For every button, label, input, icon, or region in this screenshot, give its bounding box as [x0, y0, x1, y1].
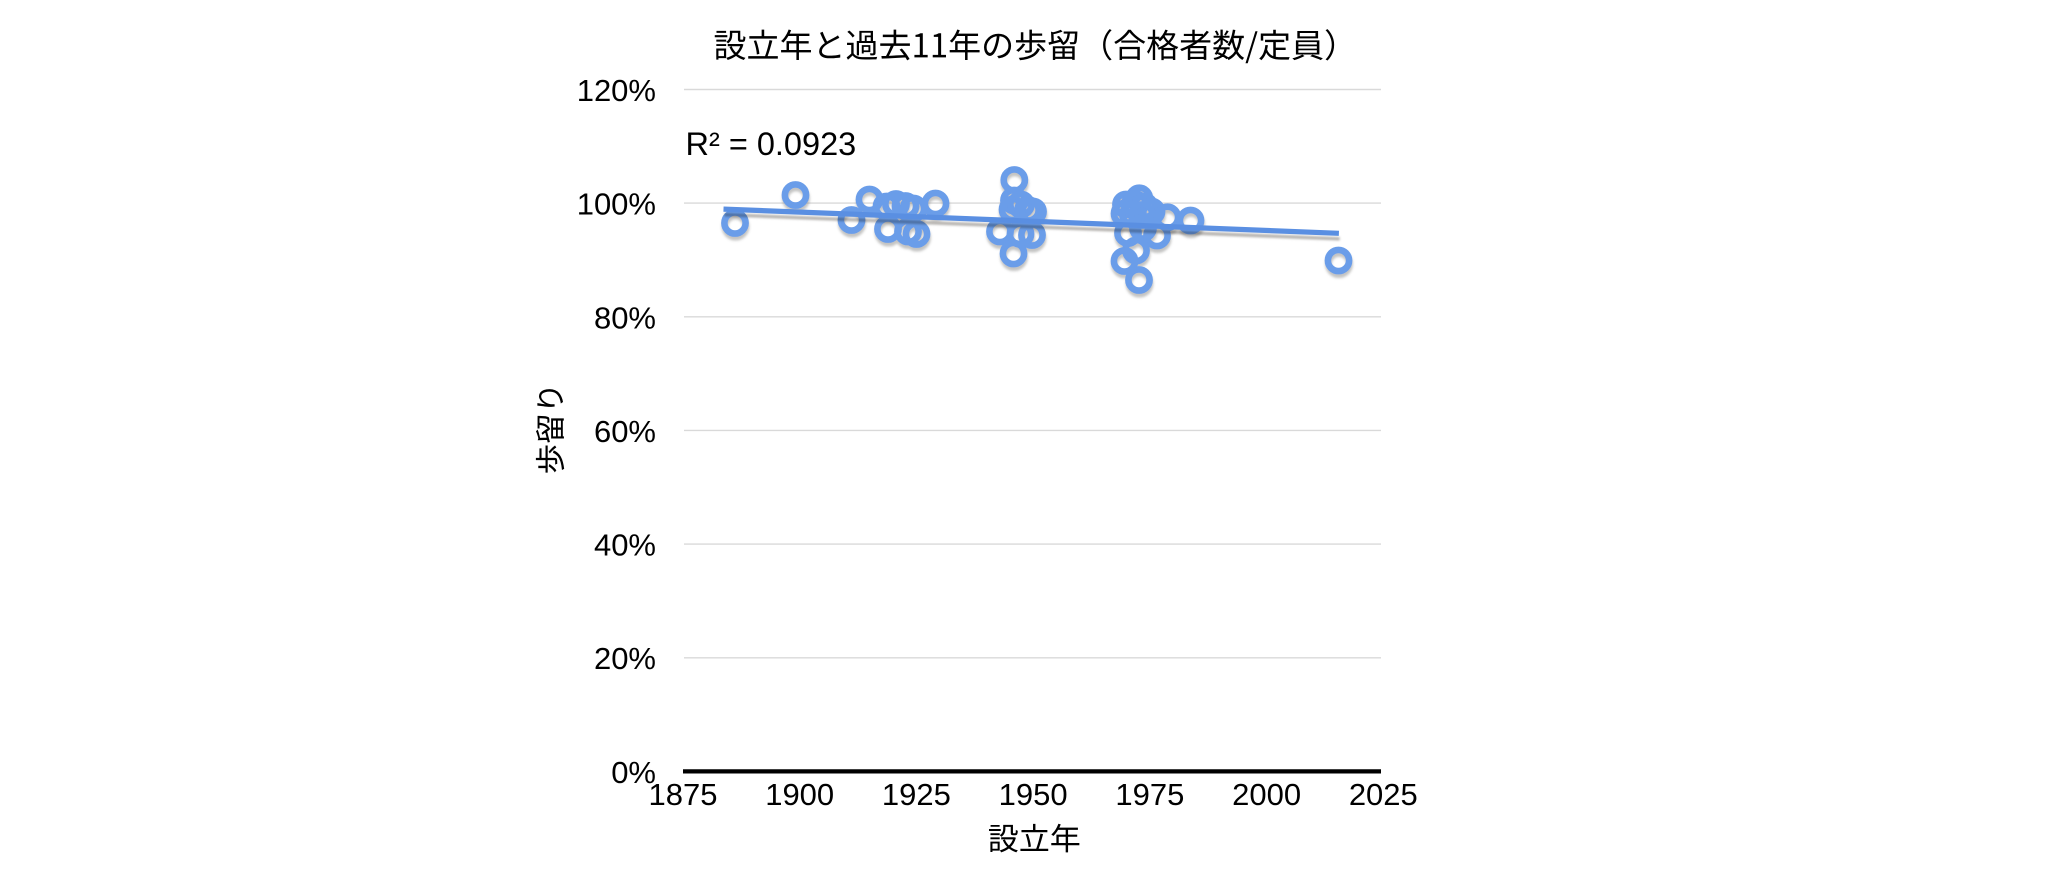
svg-text:1875: 1875 — [649, 777, 718, 812]
svg-text:1925: 1925 — [882, 777, 951, 812]
svg-text:80%: 80% — [594, 300, 656, 335]
svg-text:40%: 40% — [594, 528, 656, 563]
svg-text:1975: 1975 — [1115, 777, 1184, 812]
svg-text:120%: 120% — [577, 73, 656, 108]
svg-text:R² = 0.0923: R² = 0.0923 — [686, 126, 857, 162]
svg-text:0%: 0% — [611, 755, 656, 790]
svg-text:20%: 20% — [594, 641, 656, 676]
svg-text:1950: 1950 — [999, 777, 1068, 812]
svg-text:100%: 100% — [577, 187, 656, 222]
svg-text:2025: 2025 — [1349, 777, 1418, 812]
svg-text:60%: 60% — [594, 414, 656, 449]
svg-text:1900: 1900 — [765, 777, 834, 812]
svg-text:2000: 2000 — [1232, 777, 1301, 812]
